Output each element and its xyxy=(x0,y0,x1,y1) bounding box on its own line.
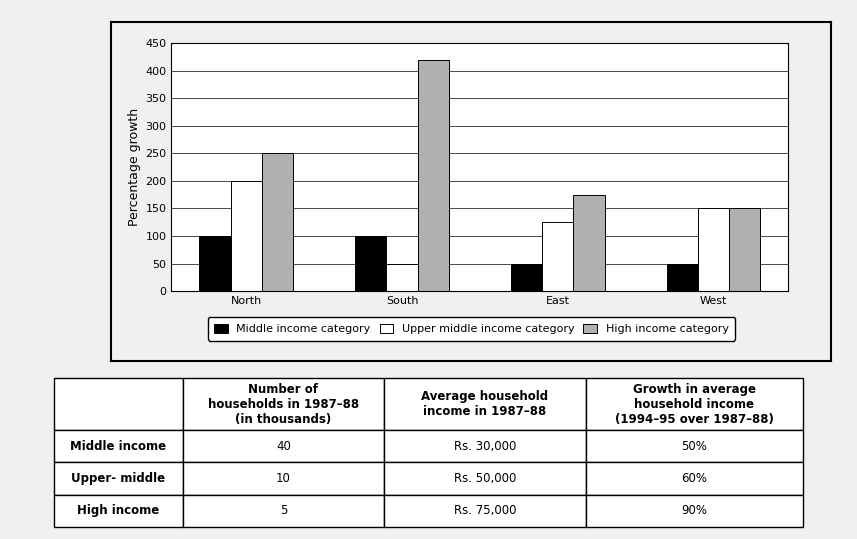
Bar xyxy=(387,264,417,291)
Bar xyxy=(667,264,698,291)
Bar xyxy=(417,60,449,291)
Bar xyxy=(231,181,261,291)
Bar xyxy=(542,222,573,291)
Bar xyxy=(698,209,729,291)
Y-axis label: Percentage growth: Percentage growth xyxy=(129,108,141,226)
Bar xyxy=(356,236,387,291)
Bar xyxy=(261,153,293,291)
Legend: Middle income category, Upper middle income category, High income category: Middle income category, Upper middle inc… xyxy=(207,317,735,341)
Bar xyxy=(729,209,760,291)
Bar xyxy=(511,264,542,291)
Bar xyxy=(200,236,231,291)
Bar xyxy=(573,195,604,291)
